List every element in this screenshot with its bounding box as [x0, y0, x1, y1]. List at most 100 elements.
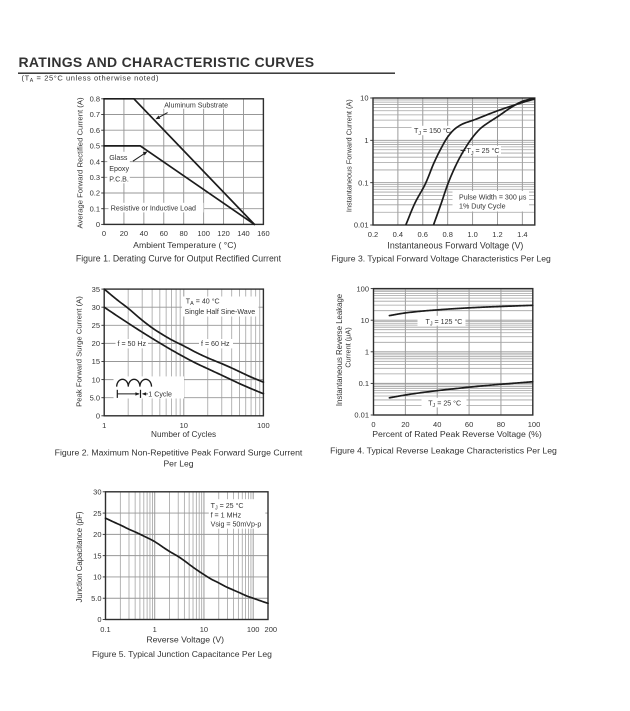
svg-text:10: 10 [180, 421, 188, 430]
svg-text:100: 100 [356, 284, 369, 293]
svg-text:TJ = 25 °C: TJ = 25 °C [211, 502, 244, 512]
svg-text:0.4: 0.4 [393, 230, 403, 239]
svg-text:Instantaneous Forward Voltage: Instantaneous Forward Voltage (V) [387, 240, 523, 250]
svg-text:TA = 40 °C: TA = 40 °C [186, 297, 220, 307]
svg-text:f = 60 Hz: f = 60 Hz [201, 340, 230, 348]
svg-text:80: 80 [497, 420, 505, 429]
svg-text:0.01: 0.01 [354, 411, 369, 420]
svg-text:1: 1 [102, 421, 106, 430]
svg-text:30: 30 [92, 303, 100, 312]
svg-text:(TA = 25°C unless otherwise no: (TA = 25°C unless otherwise noted) [22, 74, 160, 84]
svg-text:0: 0 [96, 412, 100, 421]
svg-text:0: 0 [371, 420, 375, 429]
svg-text:5.0: 5.0 [90, 393, 100, 402]
svg-text:0: 0 [97, 615, 101, 624]
svg-text:Reverse Voltage (V): Reverse Voltage (V) [146, 634, 224, 644]
svg-text:200: 200 [265, 625, 278, 634]
svg-text:20: 20 [93, 530, 101, 539]
svg-text:10: 10 [361, 316, 369, 325]
svg-text:100: 100 [528, 420, 541, 429]
svg-text:100: 100 [197, 229, 210, 238]
svg-text:Epoxy: Epoxy [109, 165, 129, 173]
svg-text:120: 120 [217, 229, 230, 238]
svg-text:Vsig = 50mVp-p: Vsig = 50mVp-p [211, 521, 262, 529]
svg-text:1: 1 [364, 136, 368, 145]
svg-text:0.1: 0.1 [359, 379, 369, 388]
svg-text:Peak Forward Surge Current (A): Peak Forward Surge Current (A) [75, 296, 84, 407]
svg-text:TJ = 25 °C: TJ = 25 °C [428, 400, 461, 410]
svg-text:80: 80 [180, 229, 188, 238]
svg-text:40: 40 [140, 229, 148, 238]
svg-text:0.2: 0.2 [90, 189, 100, 198]
svg-text:0.1: 0.1 [358, 178, 368, 187]
svg-text:Figure 5. Typical Junction Cap: Figure 5. Typical Junction Capacitance P… [92, 649, 272, 659]
svg-text:Per Leg: Per Leg [163, 458, 193, 468]
svg-text:20: 20 [120, 229, 128, 238]
svg-text:RATINGS AND CHARACTERISTIC CUR: RATINGS AND CHARACTERISTIC CURVES [19, 54, 315, 70]
svg-text:10: 10 [200, 625, 208, 634]
svg-text:30: 30 [93, 488, 101, 497]
svg-text:20: 20 [92, 339, 100, 348]
svg-text:1.2: 1.2 [492, 230, 502, 239]
svg-text:Figure 3. Typical Forward Volt: Figure 3. Typical Forward Voltage Charac… [331, 253, 551, 263]
svg-text:1 Cycle: 1 Cycle [148, 390, 172, 398]
svg-text:1.0: 1.0 [467, 230, 477, 239]
svg-text:P.C.B.: P.C.B. [109, 175, 129, 183]
svg-text:1.4: 1.4 [517, 230, 527, 239]
svg-text:0: 0 [102, 229, 106, 238]
svg-text:Average Forward Rectified Curr: Average Forward Rectified Current (A) [75, 97, 84, 228]
svg-text:0.1: 0.1 [100, 625, 110, 634]
svg-text:0.3: 0.3 [90, 173, 100, 182]
svg-text:Figure 4. Typical Reverse Leak: Figure 4. Typical Reverse Leakage Charac… [330, 446, 557, 456]
svg-text:f = 1 MHz: f = 1 MHz [211, 512, 242, 520]
svg-text:1: 1 [365, 348, 369, 357]
svg-text:Pulse Width = 300 μs: Pulse Width = 300 μs [459, 193, 527, 201]
svg-text:140: 140 [237, 229, 250, 238]
svg-text:Instantaneous Forward Current: Instantaneous Forward Current (A) [344, 99, 353, 212]
svg-text:TJ = 25 °C: TJ = 25 °C [467, 147, 500, 157]
svg-text:15: 15 [93, 551, 101, 560]
svg-text:40: 40 [433, 420, 441, 429]
svg-text:Resistive or Inductive Load: Resistive or Inductive Load [111, 204, 196, 212]
svg-text:0.2: 0.2 [368, 230, 378, 239]
svg-text:60: 60 [465, 420, 473, 429]
svg-text:Instantaneous Reverse Leakage: Instantaneous Reverse Leakage [335, 294, 344, 406]
svg-text:Junction Capacitance (pF): Junction Capacitance (pF) [75, 511, 84, 602]
svg-text:100: 100 [257, 421, 270, 430]
svg-text:0.4: 0.4 [90, 157, 100, 166]
svg-text:35: 35 [92, 285, 100, 294]
svg-text:Percent of Rated Peak Reverse: Percent of Rated Peak Reverse Voltage (%… [372, 429, 542, 439]
svg-text:0.6: 0.6 [418, 230, 428, 239]
svg-text:160: 160 [257, 229, 270, 238]
svg-text:0.6: 0.6 [90, 126, 100, 135]
svg-text:0.8: 0.8 [442, 230, 452, 239]
svg-text:5.0: 5.0 [91, 594, 101, 603]
svg-text:100: 100 [247, 625, 260, 634]
svg-text:Figure 2. Maximum Non-Repetiti: Figure 2. Maximum Non-Repetitive Peak Fo… [55, 447, 303, 457]
svg-text:0.5: 0.5 [90, 142, 100, 151]
svg-text:10: 10 [93, 573, 101, 582]
svg-text:Glass: Glass [109, 154, 128, 162]
svg-text:f = 50 Hz: f = 50 Hz [118, 340, 147, 348]
svg-text:0.1: 0.1 [90, 204, 100, 213]
svg-text:TJ = 150 °C: TJ = 150 °C [414, 127, 451, 137]
svg-text:Aluminum Substrate: Aluminum Substrate [164, 102, 228, 110]
svg-text:0.01: 0.01 [354, 221, 369, 230]
svg-text:0.7: 0.7 [90, 110, 100, 119]
svg-text:Number of Cycles: Number of Cycles [151, 430, 216, 439]
svg-text:Current (μA): Current (μA) [343, 327, 352, 367]
svg-text:0.8: 0.8 [90, 95, 100, 104]
svg-text:1% Duty Cycle: 1% Duty Cycle [459, 203, 506, 211]
svg-text:20: 20 [401, 420, 409, 429]
svg-text:TJ = 125 °C: TJ = 125 °C [426, 318, 463, 328]
svg-text:1: 1 [153, 625, 157, 634]
svg-text:25: 25 [92, 321, 100, 330]
svg-text:Ambient Temperature ( °C): Ambient Temperature ( °C) [133, 240, 236, 250]
svg-text:Single Half Sine-Wave: Single Half Sine-Wave [185, 308, 256, 316]
svg-text:10: 10 [92, 375, 100, 384]
svg-text:15: 15 [92, 357, 100, 366]
svg-text:Figure 1. Derating Curve for O: Figure 1. Derating Curve for Output Rect… [76, 253, 282, 263]
svg-text:60: 60 [160, 229, 168, 238]
svg-text:10: 10 [360, 94, 368, 103]
svg-text:25: 25 [93, 509, 101, 518]
